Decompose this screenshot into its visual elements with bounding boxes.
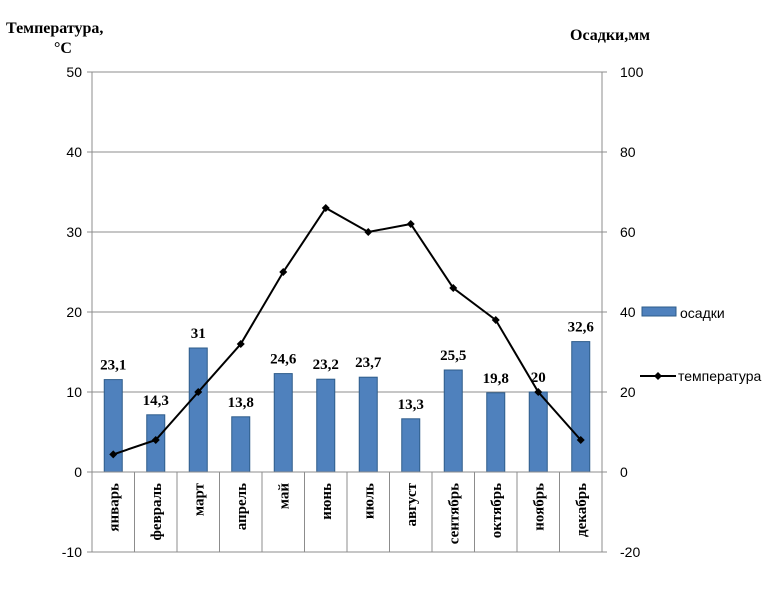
right-axis-title: Осадки,мм [570,27,650,44]
category-label: июль [361,483,377,519]
left-tick-label: 40 [66,144,82,160]
precipitation-bar [571,341,591,473]
category-label: декабрь [574,483,590,537]
category-label: сентябрь [446,483,462,544]
precipitation-data-label: 24,6 [270,352,297,368]
left-axis-title-line2: °С [54,40,72,57]
temperature-point [364,228,373,236]
temperature-point [321,204,330,212]
precipitation-data-label: 20 [531,370,546,386]
precipitation-bar [401,418,421,473]
precipitation-bar [316,378,336,473]
precipitation-bar [273,373,293,473]
category-label: март [191,482,207,516]
precipitation-data-label: 19,8 [483,371,509,387]
temperature-point [491,316,500,324]
category-label: май [276,483,292,510]
temperature-point [279,268,288,276]
legend: осадки температура [640,305,761,384]
temperature-point [236,340,245,348]
left-tick-label: 20 [66,304,82,320]
right-tick-label: 0 [620,464,628,480]
temperature-point [406,220,415,228]
precipitation-data-label: 23,2 [313,357,339,373]
axes: -10 0 10 20 30 40 50 -20 0 20 40 60 80 100 январь февра… [62,64,644,560]
category-label: ноябрь [531,483,547,531]
precipitation-bar [486,392,506,473]
precipitation-data-label: 23,7 [355,355,382,371]
category-label: январь [106,483,122,532]
category-label: октябрь [489,483,505,538]
left-tick-label: -10 [62,544,82,560]
legend-line-marker [654,372,662,380]
precipitation-data-label: 25,5 [440,348,466,364]
precipitation-data-label: 14,3 [143,393,169,409]
right-tick-label: 40 [620,304,636,320]
data-labels: 23,1 14,3 31 13,8 24,6 23,2 23,7 13,3 25,5 19,8 20… [100,320,594,413]
precipitation-bar [528,391,548,473]
precipitation-bar [358,376,378,473]
legend-precipitation-label: осадки [680,305,725,321]
right-tick-label: 100 [620,64,644,80]
left-axis-title-line1: Температура, [6,20,103,37]
temperature-line [109,204,585,459]
precipitation-data-label: 31 [191,326,206,342]
temperature-point [534,388,543,396]
precipitation-bar [231,416,251,473]
right-tick-label: 20 [620,384,636,400]
precipitation-bar [443,369,463,473]
left-tick-label: 0 [74,464,82,480]
temperature-point [109,450,118,459]
right-tick-label: -20 [620,544,640,560]
precipitation-data-label: 32,6 [568,320,595,336]
grid [92,71,602,393]
temperature-polyline [112,206,582,456]
legend-temperature-label: температура [678,368,761,384]
category-label: февраль [149,483,165,541]
right-tick-label: 60 [620,224,636,240]
temperature-point [194,388,203,396]
legend-bar-swatch [641,306,677,317]
temperature-point [151,436,160,444]
precipitation-data-label: 23,1 [100,358,126,374]
precipitation-data-label: 13,8 [228,395,254,411]
temperature-point [576,436,585,444]
left-tick-label: 30 [66,224,82,240]
precipitation-bar [188,347,208,473]
left-tick-label: 10 [66,384,82,400]
category-label: август [404,482,420,526]
category-label: апрель [234,483,250,530]
left-tick-label: 50 [66,64,82,80]
temperature-point [449,284,458,292]
precipitation-data-label: 13,3 [398,397,424,413]
category-label: июнь [319,483,335,520]
precipitation-bars [103,341,591,473]
right-tick-label: 80 [620,144,636,160]
